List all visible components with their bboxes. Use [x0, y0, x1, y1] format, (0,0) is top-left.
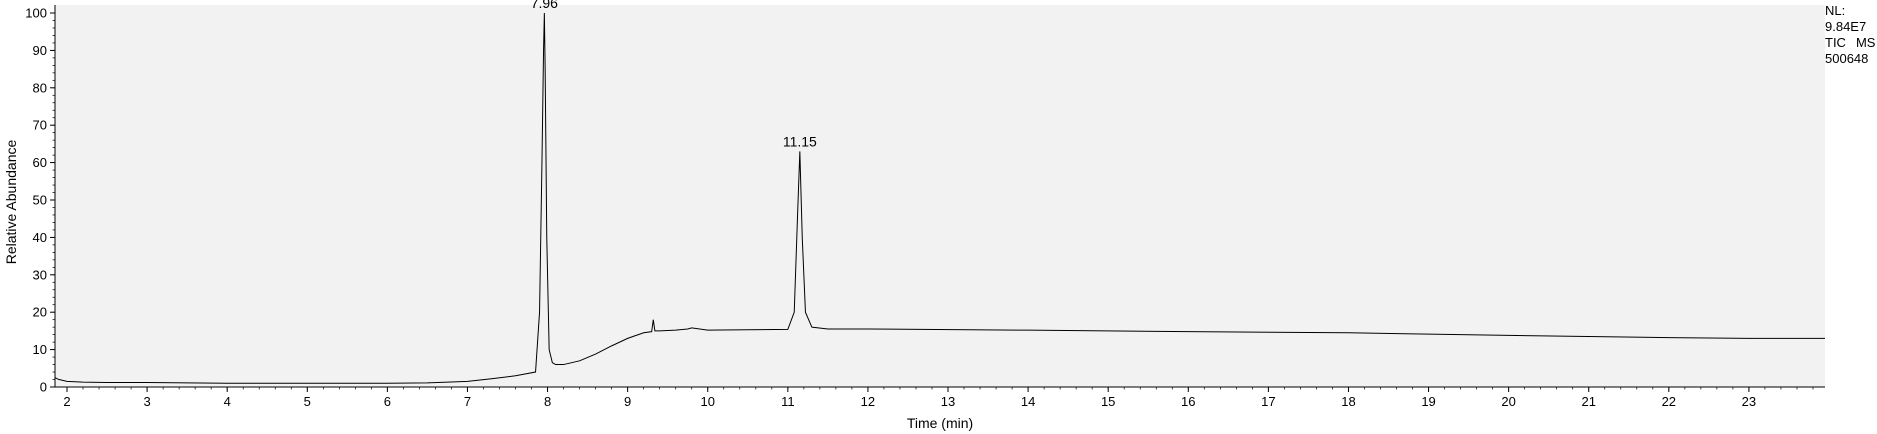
nl-label: NL: — [1825, 3, 1846, 18]
y-tick-label: 80 — [33, 80, 47, 95]
x-tick-label: 10 — [701, 394, 715, 409]
x-tick-label: 16 — [1181, 394, 1195, 409]
x-tick-label: 2 — [63, 394, 70, 409]
x-tick-label: 8 — [544, 394, 551, 409]
y-tick-label: 30 — [33, 267, 47, 282]
x-tick-label: 11 — [781, 394, 795, 409]
series-line-0 — [54, 12, 1825, 384]
x-tick-label: 3 — [143, 394, 150, 409]
x-tick-label: 4 — [224, 394, 231, 409]
ms-label: MS — [1855, 35, 1876, 50]
y-tick-label: 0 — [40, 380, 47, 395]
y-tick-label: 90 — [33, 43, 47, 58]
x-tick-label: 14 — [1021, 394, 1035, 409]
x-axis-title: Time (min) — [907, 415, 973, 431]
x-tick-label: 23 — [1742, 394, 1756, 409]
x-tick-label: 15 — [1101, 394, 1115, 409]
x-tick-label: 5 — [304, 394, 311, 409]
y-ticks: 0 10 20 30 40 50 60 70 80 90 100 — [25, 6, 55, 395]
peak-label: 7.96 — [531, 0, 558, 11]
x-ticks: 2 3 4 5 6 7 8 9 10 11 12 13 14 15 16 17 18 19 20 21 22 23 — [63, 387, 1814, 409]
x-tick-label: 7 — [464, 394, 471, 409]
y-axis-title: Relative Abundance — [3, 140, 19, 265]
x-tick-label: 12 — [861, 394, 875, 409]
x-tick-label: 19 — [1421, 394, 1435, 409]
y-tick-label: 100 — [25, 6, 47, 21]
x-tick-label: 21 — [1581, 394, 1595, 409]
nl-value: 9.84E7 — [1825, 19, 1867, 34]
x-tick-label: 22 — [1662, 394, 1676, 409]
x-tick-label: 18 — [1341, 394, 1355, 409]
peak-labels: 7.96 11.15 — [531, 0, 817, 149]
x-tick-label: 9 — [624, 394, 631, 409]
peak-label: 11.15 — [783, 133, 817, 149]
y-tick-label: 60 — [33, 155, 47, 170]
x-tick-label: 20 — [1501, 394, 1515, 409]
y-tick-label: 70 — [33, 118, 47, 133]
y-tick-label: 40 — [33, 230, 47, 245]
x-tick-label: 13 — [941, 394, 955, 409]
data-layer — [54, 12, 1825, 384]
x-tick-label: 17 — [1261, 394, 1275, 409]
plot-area — [55, 5, 1825, 387]
y-tick-label: 50 — [33, 193, 47, 208]
sample-id: 500648 — [1825, 51, 1869, 66]
scan-type: TIC MS — [1825, 35, 1875, 51]
tic-label: TIC — [1825, 35, 1846, 50]
x-tick-label: 6 — [384, 394, 391, 409]
info-box: NL: 9.84E7 TIC MS 500648 — [1825, 3, 1875, 67]
y-tick-label: 20 — [33, 305, 47, 320]
y-tick-label: 10 — [33, 342, 47, 357]
